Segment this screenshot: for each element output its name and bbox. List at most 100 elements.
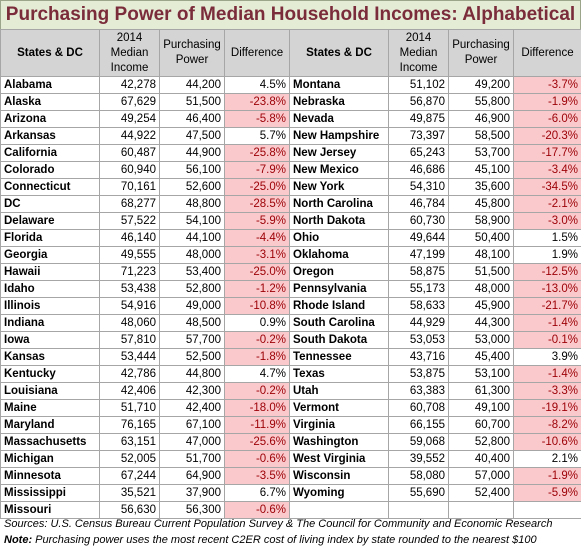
state-cell: Pennsylvania [289, 280, 389, 298]
difference-cell: 0.9% [224, 314, 290, 332]
income-cell: 55,173 [388, 280, 449, 298]
purchasing-power-cell: 64,900 [159, 467, 225, 485]
empty-cell [513, 501, 581, 519]
state-cell: Ohio [289, 229, 389, 247]
purchasing-power-cell: 48,100 [448, 246, 514, 264]
purchasing-power-cell: 44,100 [159, 229, 225, 247]
purchasing-power-cell: 42,400 [159, 399, 225, 417]
state-cell: Hawaii [0, 263, 100, 281]
state-cell: New Mexico [289, 161, 389, 179]
income-cell: 48,060 [99, 314, 160, 332]
difference-cell: -10.6% [513, 433, 581, 451]
income-cell: 44,922 [99, 127, 160, 145]
purchasing-power-cell: 48,000 [159, 246, 225, 264]
state-cell: Alaska [0, 93, 100, 111]
income-cell: 58,875 [388, 263, 449, 281]
note-label: Note: [4, 534, 33, 546]
purchasing-power-cell: 51,700 [159, 450, 225, 468]
purchasing-power-cell: 48,500 [159, 314, 225, 332]
state-cell: New Jersey [289, 144, 389, 162]
table-row: California 60,487 44,900 -25.8% New Jersey 65… [0, 144, 581, 162]
income-cell: 76,165 [99, 416, 160, 434]
purchasing-power-cell: 48,800 [159, 195, 225, 213]
table-row: Arkansas 44,922 47,500 5.7% New Hampshire 73,… [0, 127, 581, 145]
purchasing-power-cell: 52,400 [448, 484, 514, 502]
purchasing-power-cell: 57,700 [159, 331, 225, 349]
purchasing-power-cell: 53,400 [159, 263, 225, 281]
header-power-left: Purchasing Power [159, 29, 225, 77]
state-cell: Nevada [289, 110, 389, 128]
income-cell: 43,716 [388, 348, 449, 366]
difference-cell: -3.1% [224, 246, 290, 264]
purchasing-power-cell: 52,800 [159, 280, 225, 298]
income-cell: 71,223 [99, 263, 160, 281]
income-cell: 42,278 [99, 76, 160, 94]
purchasing-power-cell: 46,400 [159, 110, 225, 128]
state-cell: Alabama [0, 76, 100, 94]
sources-note: Sources: U.S. Census Bureau Current Popu… [4, 516, 579, 532]
header-states-right: States & DC [289, 29, 389, 77]
table-row: Alaska 67,629 51,500 -23.8% Nebraska 56,870 55… [0, 93, 581, 111]
difference-cell: 6.7% [224, 484, 290, 502]
table-row: Hawaii 71,223 53,400 -25.0% Oregon 58,875 51,5… [0, 263, 581, 281]
state-cell: Arkansas [0, 127, 100, 145]
income-cell: 53,875 [388, 365, 449, 383]
income-cell: 59,068 [388, 433, 449, 451]
difference-cell: -5.9% [224, 212, 290, 230]
purchasing-power-cell: 42,300 [159, 382, 225, 400]
table-row: Georgia 49,555 48,000 -3.1% Oklahoma 47,199 48… [0, 246, 581, 264]
header-diff-right: Difference [513, 29, 581, 77]
state-cell: Kentucky [0, 365, 100, 383]
purchasing-power-cell: 56,100 [159, 161, 225, 179]
difference-cell: -25.6% [224, 433, 290, 451]
purchasing-power-cell: 49,200 [448, 76, 514, 94]
table-row: Colorado 60,940 56,100 -7.9% New Mexico 46,68… [0, 161, 581, 179]
purchasing-power-cell: 61,300 [448, 382, 514, 400]
income-cell: 35,521 [99, 484, 160, 502]
income-cell: 56,870 [388, 93, 449, 111]
state-cell: Kansas [0, 348, 100, 366]
difference-cell: -20.3% [513, 127, 581, 145]
header-diff-left: Difference [224, 29, 290, 77]
state-cell: Oregon [289, 263, 389, 281]
table-row: Illinois 54,916 49,000 -10.8% Rhode Island 58… [0, 297, 581, 315]
difference-cell: -0.6% [224, 450, 290, 468]
state-cell: Washington [289, 433, 389, 451]
difference-cell: -34.5% [513, 178, 581, 196]
purchasing-power-cell: 51,500 [448, 263, 514, 281]
income-cell: 58,633 [388, 297, 449, 315]
income-cell: 63,383 [388, 382, 449, 400]
income-cell: 49,555 [99, 246, 160, 264]
table-title: Purchasing Power of Median Household Inc… [0, 0, 581, 30]
purchasing-power-cell: 56,300 [159, 501, 225, 519]
purchasing-power-cell: 37,900 [159, 484, 225, 502]
purchasing-power-cell: 53,000 [448, 331, 514, 349]
state-cell: West Virginia [289, 450, 389, 468]
difference-cell: -17.7% [513, 144, 581, 162]
state-cell: Wyoming [289, 484, 389, 502]
difference-cell: -1.2% [224, 280, 290, 298]
state-cell: Louisiana [0, 382, 100, 400]
table-row: Alabama 42,278 44,200 4.5% Montana 51,102 49,2… [0, 76, 581, 94]
purchasing-power-cell: 51,500 [159, 93, 225, 111]
purchasing-power-cell: 40,400 [448, 450, 514, 468]
table-row: Kentucky 42,786 44,800 4.7% Texas 53,875 53,10… [0, 365, 581, 383]
income-cell: 53,053 [388, 331, 449, 349]
income-cell: 46,784 [388, 195, 449, 213]
income-cell: 54,916 [99, 297, 160, 315]
purchasing-power-cell: 55,800 [448, 93, 514, 111]
state-cell: South Dakota [289, 331, 389, 349]
table-row: DC 68,277 48,800 -28.5% North Carolina 46,784… [0, 195, 581, 213]
difference-cell: -0.1% [513, 331, 581, 349]
income-cell: 51,102 [388, 76, 449, 94]
purchasing-power-cell: 52,800 [448, 433, 514, 451]
difference-cell: 1.9% [513, 246, 581, 264]
state-cell: Massachusetts [0, 433, 100, 451]
table-row: Arizona 49,254 46,400 -5.8% Nevada 49,875 46,9… [0, 110, 581, 128]
purchasing-power-cell: 46,900 [448, 110, 514, 128]
purchasing-power-cell: 53,100 [448, 365, 514, 383]
table-row: Florida 46,140 44,100 -4.4% Ohio 49,644 50,400… [0, 229, 581, 247]
purchasing-power-cell: 58,500 [448, 127, 514, 145]
table-row: Indiana 48,060 48,500 0.9% South Carolina 44,… [0, 314, 581, 332]
